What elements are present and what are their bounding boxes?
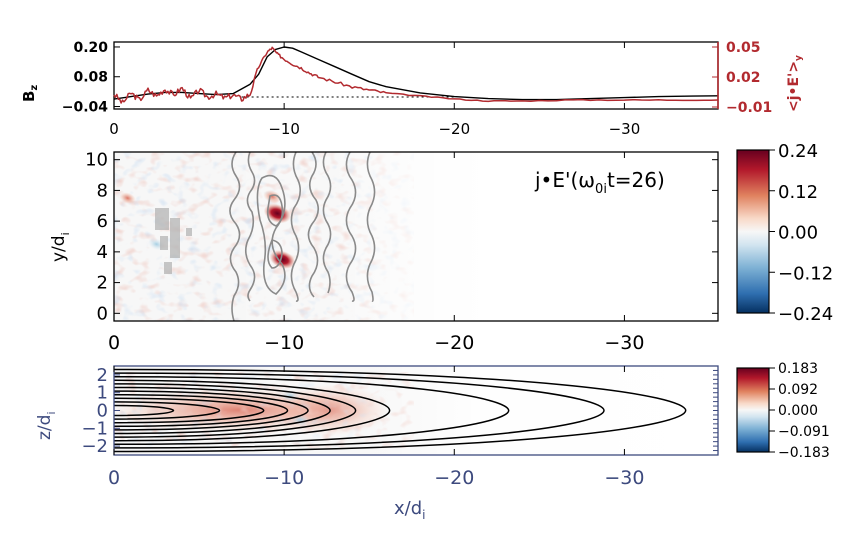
middle-colorbar-tick-label: 0.00 bbox=[778, 223, 818, 244]
bottom-ytick-label: −2 bbox=[81, 436, 108, 457]
top-series-bz-line bbox=[113, 46, 719, 101]
bottom-contour-line bbox=[114, 386, 331, 435]
middle-hotspot bbox=[263, 190, 282, 204]
bottom-xtick-label: −20 bbox=[434, 467, 474, 489]
middle-xtick-label: −10 bbox=[264, 332, 304, 354]
middle-xtick-label: 0 bbox=[108, 332, 120, 354]
bottom-heatmap bbox=[114, 366, 718, 455]
bottom-colorbar-tick-label: 0.183 bbox=[778, 361, 818, 377]
bottom-contour-line bbox=[114, 368, 687, 453]
bottom-contour-line bbox=[114, 401, 221, 420]
middle-colorbar-tick-label: 0.24 bbox=[778, 141, 818, 162]
top-left-ytick-label: 0.08 bbox=[73, 70, 108, 86]
middle-colorbar-tick-label: −0.12 bbox=[778, 263, 833, 284]
top-left-ytick-label: 0.20 bbox=[73, 40, 108, 56]
bottom-xtick-label: −30 bbox=[604, 467, 644, 489]
bottom-ytick-label: 0 bbox=[97, 401, 108, 422]
middle-colorbar-tick-label: 0.12 bbox=[778, 182, 818, 203]
bottom-contour-line bbox=[114, 390, 309, 431]
bottom-contour-line bbox=[114, 372, 605, 449]
bottom-xtick-label: −10 bbox=[264, 467, 304, 489]
middle-ylabel: y/di bbox=[49, 232, 72, 262]
top-right-ylabel: <j•E'>y bbox=[786, 55, 804, 112]
middle-xtick-label: −20 bbox=[434, 332, 474, 354]
bottom-contour-line bbox=[114, 383, 357, 438]
middle-ytick-label: 0 bbox=[97, 303, 108, 324]
bottom-contour-line bbox=[114, 379, 391, 442]
bottom-contour-line bbox=[114, 404, 175, 417]
bottom-colorbar-tick-label: 0.092 bbox=[778, 382, 818, 398]
top-right-ytick-label: −0.01 bbox=[726, 100, 772, 116]
bottom-contour-line bbox=[114, 375, 510, 446]
middle-ytick-label: 2 bbox=[97, 273, 108, 294]
middle-gray-speckles bbox=[155, 208, 192, 274]
middle-ytick-label: 8 bbox=[97, 180, 108, 201]
bottom-xtick-label: 0 bbox=[108, 467, 120, 489]
middle-annotation: j•E'(ω0it=26) bbox=[534, 168, 665, 197]
top-xtick-label: −20 bbox=[438, 120, 470, 138]
middle-ytick-label: 6 bbox=[97, 211, 108, 232]
top-xtick-label: −30 bbox=[609, 120, 641, 138]
bottom-ytick-label: 2 bbox=[97, 365, 108, 386]
bottom-contour-line bbox=[114, 393, 289, 428]
middle-colorbar-tick-label: −0.24 bbox=[778, 304, 833, 325]
top-left-ylabel: Bz bbox=[20, 85, 40, 102]
bottom-ytick-label: −1 bbox=[81, 418, 108, 439]
bottom-xlabel: x/di bbox=[394, 498, 426, 522]
top-plot-frame bbox=[113, 41, 719, 110]
bottom-colorbar-tick-label: 0.000 bbox=[778, 403, 818, 419]
top-panel: 0.200.08−0.040.050.02−0.010 −10 −20 −30 Bz … bbox=[20, 40, 804, 138]
middle-axes: 0 −10 −20 −30 0 2 4 6 8 10 bbox=[85, 150, 718, 354]
middle-hotspot bbox=[119, 192, 136, 204]
middle-colorbar bbox=[736, 149, 770, 314]
bottom-colorbar-tick-label: −0.091 bbox=[778, 424, 830, 440]
middle-plot-frame bbox=[113, 151, 719, 322]
bottom-contour-line bbox=[114, 397, 265, 424]
middle-contours bbox=[229, 152, 376, 321]
bottom-colorbar bbox=[736, 367, 770, 453]
top-left-ytick-label: −0.04 bbox=[62, 100, 109, 116]
middle-heatmap bbox=[114, 152, 718, 321]
bottom-ylabel: z/di bbox=[35, 411, 58, 440]
middle-ytick-label: 4 bbox=[97, 242, 108, 263]
top-right-ytick-label: 0.02 bbox=[726, 70, 761, 86]
bottom-colorbar-tick-label: −0.183 bbox=[778, 445, 830, 461]
middle-ytick-label: 10 bbox=[85, 150, 108, 171]
top-series-je-line bbox=[113, 46, 719, 104]
top-xtick-label: 0 bbox=[109, 120, 119, 138]
middle-panel: j•E'(ω0it=26) y/di 0.24 0.12 0.00 −0.12 −0.2… bbox=[49, 141, 833, 354]
middle-xtick-label: −30 bbox=[604, 332, 644, 354]
top-right-ytick-label: 0.05 bbox=[726, 40, 761, 56]
bottom-ytick-label: 1 bbox=[97, 383, 108, 404]
top-xtick-label: −10 bbox=[268, 120, 300, 138]
